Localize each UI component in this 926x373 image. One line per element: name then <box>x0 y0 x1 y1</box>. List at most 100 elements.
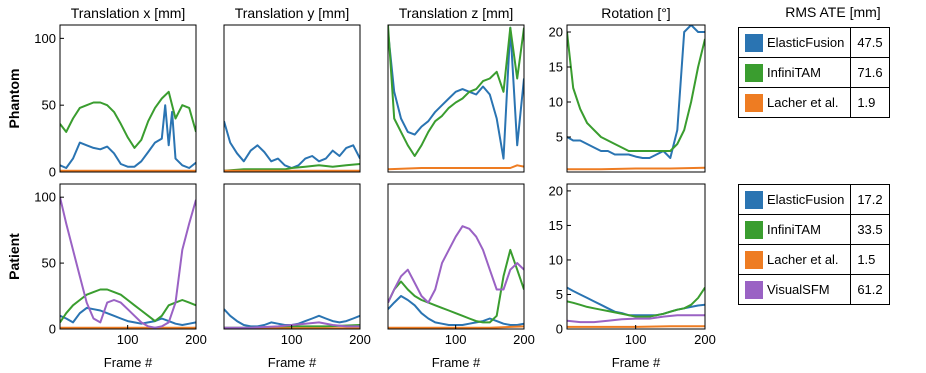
series-group <box>224 120 360 172</box>
plot-area <box>60 25 196 172</box>
series-group <box>567 25 705 171</box>
x-axis-label: Frame # <box>612 355 661 370</box>
chart-panel-3: Translation z [mm] <box>387 5 525 173</box>
legend-swatch <box>745 93 763 112</box>
legend-name: Lacher et al. <box>763 87 852 118</box>
x-tick-label: 100 <box>625 332 647 347</box>
y-tick-label: 15 <box>549 60 563 75</box>
plot-frame <box>59 24 197 173</box>
x-tick-label: 200 <box>694 332 716 347</box>
plot-area <box>567 25 705 172</box>
y-tick-label: 50 <box>42 256 56 271</box>
series-line-3 <box>388 164 524 171</box>
plot-frame <box>566 24 706 173</box>
series-line-4 <box>388 225 524 304</box>
legend-value: 1.5 <box>850 244 890 275</box>
chart-panel-1: 0 50 100 Translation x [mm] <box>34 5 197 180</box>
series-line-4 <box>224 321 360 329</box>
legend-swatch <box>745 250 763 269</box>
panel-title: Translation z [mm] <box>399 5 514 21</box>
legend-value: 33.5 <box>850 214 890 245</box>
series-line-2 <box>60 288 196 323</box>
chart-panel-4: 5 10 15 20 Rotation [°] <box>549 5 706 173</box>
series-line-2 <box>224 163 360 172</box>
y-tick-label: 50 <box>42 98 56 113</box>
x-axis-label: Frame # <box>432 355 481 370</box>
x-axis-label: Frame # <box>104 355 153 370</box>
series-line-2 <box>60 90 196 149</box>
legend-value: 17.2 <box>850 184 890 215</box>
legend-row: ElasticFusion 47.5 <box>738 27 890 58</box>
y-tick-label: 0 <box>49 322 56 337</box>
chart-panel-2: Translation y [mm] <box>223 5 361 173</box>
series-line-3 <box>567 166 705 171</box>
legend-row: InfiniTAM 33.5 <box>738 214 890 245</box>
series-line-4 <box>60 196 196 329</box>
series-line-2 <box>388 25 524 157</box>
y-tick-label: 0 <box>556 322 563 337</box>
plot-area <box>388 184 524 329</box>
plot-frame <box>223 24 361 173</box>
legend-swatch <box>745 33 763 52</box>
legend-name: VisualSFM <box>763 274 852 305</box>
y-tick-label: 5 <box>556 287 563 302</box>
legend-row: Lacher et al. 1.5 <box>738 244 890 275</box>
chart-panel-8: 0 5 10 15 20 100 200 Frame # <box>549 183 716 370</box>
series-group <box>388 25 524 171</box>
legend-value: 61.2 <box>850 274 890 305</box>
legend-row: ElasticFusion 17.2 <box>738 184 890 215</box>
legend-name: ElasticFusion <box>763 184 852 215</box>
legend-swatch <box>745 63 763 82</box>
y-tick-label: 20 <box>549 25 563 40</box>
rms-title: RMS ATE [mm] <box>785 4 881 20</box>
x-tick-label: 100 <box>117 332 139 347</box>
legend-row: Lacher et al. 1.9 <box>738 87 890 118</box>
row-label-patient: Patient <box>6 233 22 280</box>
y-tick-label: 10 <box>549 95 563 110</box>
chart-panel-6: 100 200 Frame # <box>223 183 371 370</box>
legend-row: VisualSFM 61.2 <box>738 274 890 305</box>
legend-value: 71.6 <box>850 57 890 88</box>
chart-panel-7: 100 200 Frame # <box>387 183 535 370</box>
x-axis-label: Frame # <box>268 355 317 370</box>
x-tick-label: 200 <box>185 332 207 347</box>
series-line-1 <box>388 26 524 160</box>
legend-name: InfiniTAM <box>763 57 852 88</box>
rms-legend-phantom: ElasticFusion 47.5 InfiniTAM 71.6 Lacher et … <box>738 27 890 118</box>
y-tick-label: 0 <box>49 165 56 180</box>
y-tick-label: 15 <box>549 218 563 233</box>
plot-area <box>60 184 196 329</box>
series-line-2 <box>567 31 705 152</box>
legend-value: 47.5 <box>850 27 890 58</box>
legend-name: ElasticFusion <box>763 27 852 58</box>
panel-title: Rotation [°] <box>601 5 670 21</box>
series-line-1 <box>60 104 196 169</box>
series-group <box>60 90 196 172</box>
legend-row: InfiniTAM 71.6 <box>738 57 890 88</box>
plot-area <box>224 25 360 172</box>
legend-swatch <box>745 220 763 239</box>
x-tick-label: 200 <box>349 332 371 347</box>
series-line-2 <box>567 287 705 318</box>
legend-name: Lacher et al. <box>763 244 852 275</box>
panel-title: Translation y [mm] <box>235 5 350 21</box>
x-tick-label: 100 <box>445 332 467 347</box>
chart-panel-5: 0 50 100 100 200 Frame # <box>34 183 207 370</box>
x-tick-label: 200 <box>513 332 535 347</box>
y-tick-label: 10 <box>549 252 563 267</box>
y-tick-label: 100 <box>34 31 56 46</box>
y-tick-label: 5 <box>556 130 563 145</box>
plot-area <box>224 184 360 329</box>
panel-title: Translation x [mm] <box>71 5 186 21</box>
legend-swatch <box>745 280 763 299</box>
legend-swatch <box>745 190 763 209</box>
legend-value: 1.9 <box>850 87 890 118</box>
series-line-4 <box>567 314 705 324</box>
rms-legend-patient: ElasticFusion 17.2 InfiniTAM 33.5 Lacher et … <box>738 184 890 305</box>
y-tick-label: 20 <box>549 183 563 198</box>
plot-area <box>567 184 705 329</box>
row-label-phantom: Phantom <box>6 69 22 129</box>
legend-name: InfiniTAM <box>763 214 852 245</box>
